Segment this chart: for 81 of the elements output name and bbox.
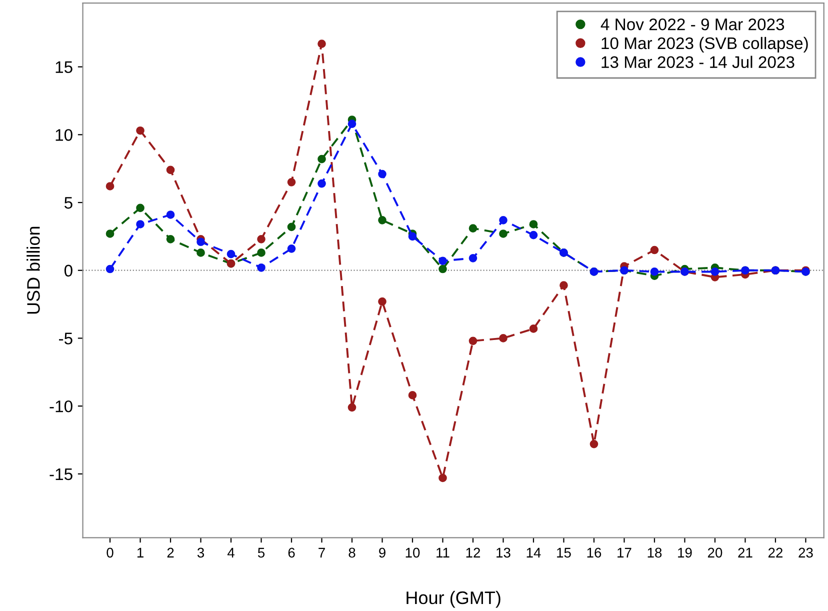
point bbox=[438, 264, 447, 274]
point bbox=[499, 334, 508, 342]
x-tick-label: 21 bbox=[738, 548, 752, 558]
x-tick-label: 19 bbox=[678, 548, 692, 558]
point bbox=[166, 166, 175, 174]
x-tick-label: 4 bbox=[227, 548, 234, 558]
point bbox=[408, 232, 417, 241]
point bbox=[226, 250, 236, 258]
x-tick-label: 0 bbox=[106, 548, 114, 558]
x-tick-label: 9 bbox=[379, 548, 386, 558]
point bbox=[408, 391, 417, 400]
x-tick-label: 13 bbox=[496, 548, 510, 558]
point bbox=[529, 230, 538, 240]
point bbox=[438, 256, 447, 266]
point bbox=[590, 440, 598, 448]
x-tick-label: 15 bbox=[557, 548, 571, 558]
point bbox=[257, 234, 266, 244]
point bbox=[468, 254, 478, 262]
point bbox=[136, 126, 144, 135]
point bbox=[438, 474, 447, 482]
point bbox=[166, 210, 175, 219]
x-axis-title: Hour (GMT) bbox=[406, 590, 500, 608]
point bbox=[196, 248, 205, 257]
point bbox=[710, 268, 720, 276]
x-tick-label: 5 bbox=[258, 548, 265, 558]
point bbox=[196, 238, 205, 246]
y-tick-label: 15 bbox=[56, 61, 72, 74]
point bbox=[287, 222, 296, 232]
point bbox=[468, 224, 478, 232]
x-tick-label: 12 bbox=[466, 548, 480, 558]
y-tick-label: 0 bbox=[64, 264, 72, 277]
point bbox=[318, 40, 326, 48]
x-tick-label: 23 bbox=[798, 548, 813, 558]
point bbox=[650, 268, 659, 276]
point bbox=[560, 281, 568, 290]
point bbox=[136, 220, 144, 228]
x-tick-label: 20 bbox=[708, 548, 722, 558]
x-tick-label: 1 bbox=[137, 548, 144, 558]
x-tick-label: 7 bbox=[318, 548, 325, 558]
x-tick-label: 18 bbox=[648, 548, 662, 558]
x-tick-label: 8 bbox=[348, 548, 356, 558]
x-tick-label: 14 bbox=[526, 548, 541, 558]
legend-label: 13 Mar 2023 - 14 Jul 2023 bbox=[602, 56, 794, 68]
point bbox=[348, 120, 356, 128]
y-tick-label: 5 bbox=[64, 197, 72, 209]
point bbox=[499, 216, 508, 224]
x-tick-label: 6 bbox=[288, 548, 295, 558]
point bbox=[318, 179, 326, 188]
x-tick-label: 11 bbox=[436, 548, 450, 558]
x-tick-label: 10 bbox=[406, 548, 420, 558]
point bbox=[287, 178, 296, 186]
x-tick-label: 22 bbox=[768, 548, 782, 558]
point bbox=[166, 234, 175, 244]
y-axis-title: USD billion bbox=[26, 226, 40, 314]
point bbox=[136, 204, 144, 212]
point bbox=[378, 170, 386, 178]
x-tick-label: 17 bbox=[618, 548, 632, 558]
point bbox=[287, 244, 296, 253]
point bbox=[499, 230, 508, 238]
point bbox=[378, 297, 386, 306]
x-tick-label: 3 bbox=[197, 548, 204, 558]
x-tick-label: 16 bbox=[587, 548, 602, 558]
point bbox=[348, 403, 356, 412]
y-tick-label: -15 bbox=[50, 468, 72, 480]
legend-label: 4 Nov 2022 - 9 Mar 2023 bbox=[600, 18, 784, 30]
point bbox=[650, 246, 659, 254]
point bbox=[106, 182, 114, 190]
point bbox=[318, 154, 326, 164]
point bbox=[529, 324, 538, 333]
y-tick-label: -10 bbox=[50, 400, 72, 412]
point bbox=[468, 336, 478, 346]
point bbox=[106, 264, 114, 274]
point bbox=[257, 248, 266, 257]
x-tick-label: 2 bbox=[167, 548, 174, 558]
legend-label: 10 Mar 2023 (SVB collapse) bbox=[602, 36, 808, 52]
point bbox=[106, 230, 114, 238]
point bbox=[529, 220, 538, 228]
y-tick-label: -5 bbox=[59, 332, 72, 344]
y-tick-label: 10 bbox=[56, 129, 72, 141]
point bbox=[378, 216, 386, 224]
point bbox=[257, 263, 266, 272]
